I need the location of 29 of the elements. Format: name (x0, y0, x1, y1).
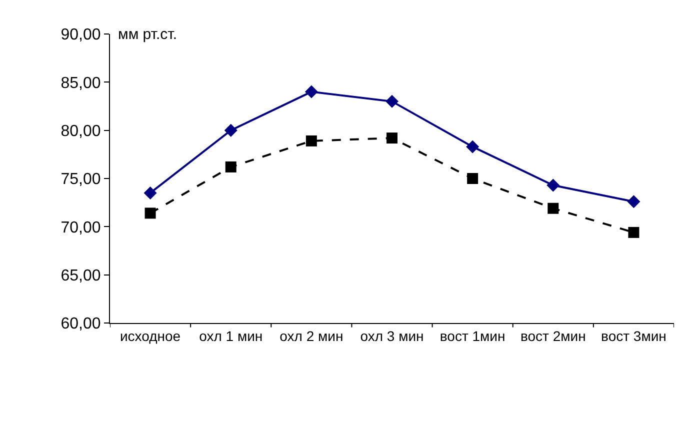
y-tick-label: 85,00 (60, 74, 101, 92)
point (386, 132, 398, 144)
x-tick-label: вост 1мин (440, 328, 506, 344)
point (386, 94, 398, 108)
x-tick-label: вост 3мин (601, 328, 666, 344)
point (628, 226, 640, 238)
x-tick-label: охл 1 мин (199, 328, 263, 344)
y-tick-label: 75,00 (60, 171, 101, 188)
y-axis-title: мм рт.ст. (118, 26, 178, 43)
y-tick-label: 70,00 (60, 219, 101, 236)
x-tick-label: охл 3 мин (360, 328, 424, 344)
point (144, 186, 157, 200)
point (467, 173, 478, 184)
point (466, 140, 480, 154)
point (304, 85, 318, 98)
y-tick-label: 90,00 (60, 26, 101, 44)
point (224, 124, 238, 137)
point (306, 135, 317, 146)
point (144, 208, 156, 219)
x-tick-label: охл 2 мин (280, 328, 344, 344)
y-tick-label: 65,00 (60, 267, 101, 284)
x-tick-label: исходное (120, 328, 181, 344)
point (548, 202, 559, 214)
point (225, 161, 236, 172)
x-tick-label: вост 2мин (520, 328, 586, 344)
point (627, 195, 640, 208)
y-tick-label: 60,00 (60, 316, 101, 333)
y-tick-label: 80,00 (60, 122, 101, 140)
point (546, 178, 560, 192)
